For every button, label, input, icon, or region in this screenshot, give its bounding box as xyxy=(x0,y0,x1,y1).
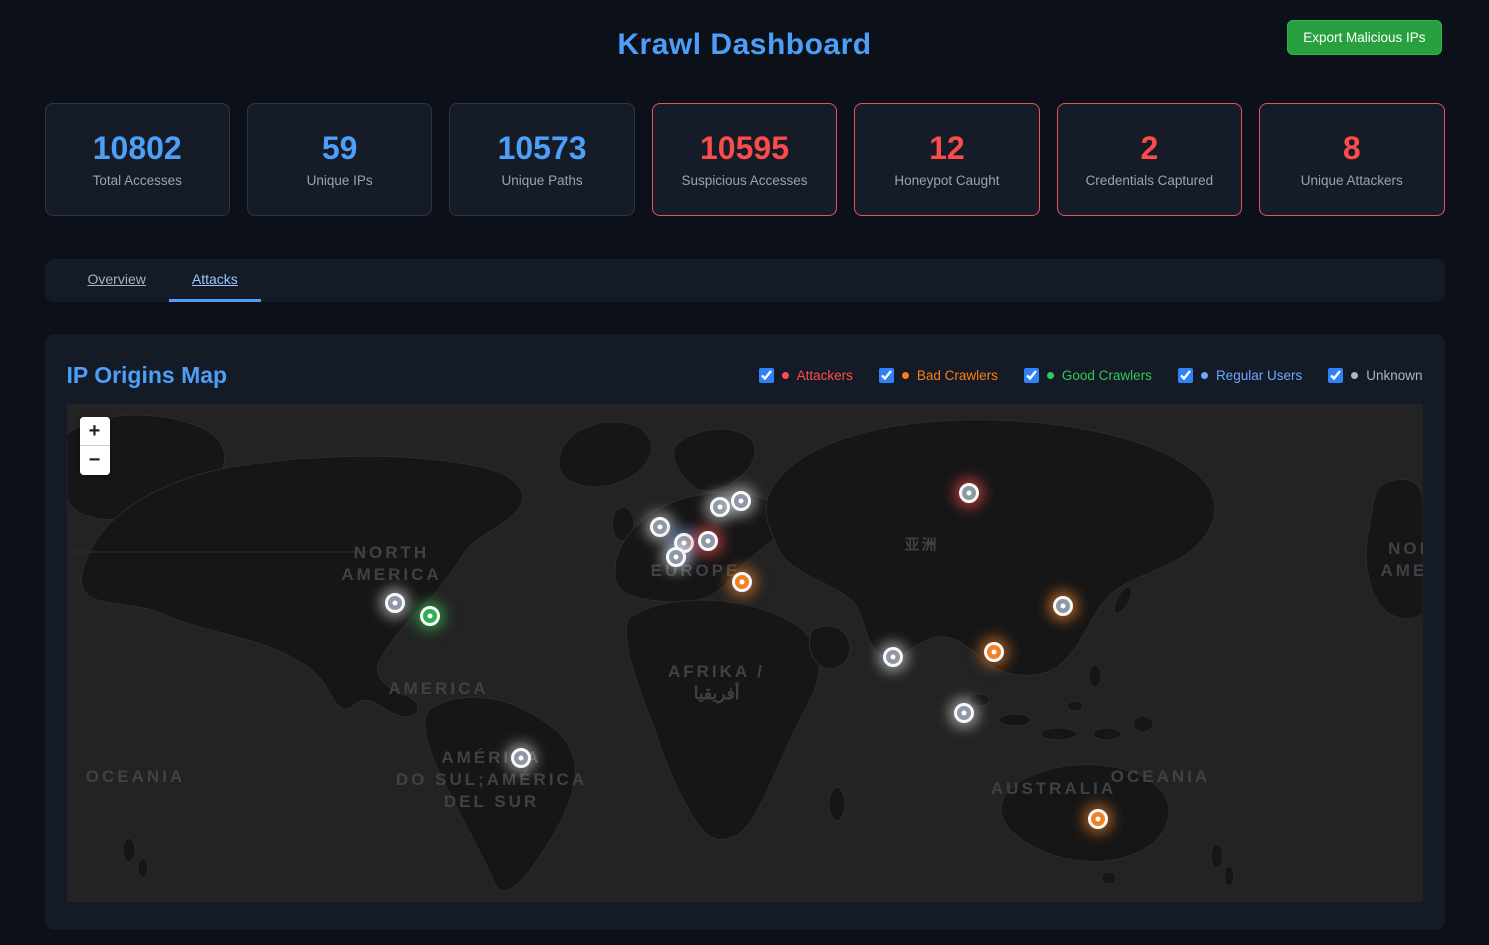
map-marker-bad-crawler[interactable] xyxy=(1087,809,1108,829)
map-section-title: IP Origins Map xyxy=(66,361,228,388)
stat-card-unique-ips: 59 Unique IPs xyxy=(246,103,433,216)
header: Krawl Dashboard Export Malicious IPs xyxy=(45,20,1445,103)
map-marker-unknown[interactable] xyxy=(730,491,751,511)
legend-dot-icon xyxy=(1046,371,1054,379)
legend-checkbox-bad-crawlers[interactable] xyxy=(878,367,894,383)
legend-label: Bad Crawlers xyxy=(916,367,998,383)
stat-value: 10573 xyxy=(497,129,587,166)
world-map[interactable]: NORTH AMERICA AMERICA EUROPE AFRIKA / أفريقيا… xyxy=(66,404,1423,902)
stat-card-credentials-captured: 2 Credentials Captured xyxy=(1056,103,1243,216)
stat-card-unique-paths: 10573 Unique Paths xyxy=(449,103,635,216)
stats-row: 10802 Total Accesses 59 Unique IPs 10573 Uniq… xyxy=(44,103,1445,216)
map-region-label: AMÉRICA DO SUL;AMÉRICA DEL SUR xyxy=(395,747,588,812)
map-marker-unknown[interactable] xyxy=(665,547,686,567)
legend-checkbox-unknown[interactable] xyxy=(1328,367,1344,383)
map-region-label: NORTH AMERICA xyxy=(341,542,442,584)
legend-item-bad-crawlers[interactable]: Bad Crawlers xyxy=(878,367,998,383)
stat-card-suspicious-accesses: 10595 Suspicious Accesses xyxy=(651,103,838,216)
map-marker-unknown[interactable] xyxy=(882,647,903,667)
page: Krawl Dashboard Export Malicious IPs 108… xyxy=(44,0,1445,930)
stat-value: 8 xyxy=(1342,129,1361,166)
stat-label: Unique Attackers xyxy=(1300,172,1403,188)
stat-card-unique-attackers: 8 Unique Attackers xyxy=(1259,103,1445,216)
map-marker-bad-crawler[interactable] xyxy=(983,642,1004,662)
map-region-label: NORAMER xyxy=(1380,538,1423,580)
page-title: Krawl Dashboard xyxy=(617,28,872,61)
stat-label: Honeypot Caught xyxy=(894,172,1000,188)
map-region-label: AFRIKA / أفريقيا xyxy=(667,661,766,703)
legend-checkbox-attackers[interactable] xyxy=(758,367,774,383)
stat-label: Total Accesses xyxy=(92,172,182,188)
map-marker-unknown[interactable] xyxy=(953,703,974,723)
export-malicious-ips-button[interactable]: Export Malicious IPs xyxy=(1287,20,1442,55)
map-marker-unknown[interactable] xyxy=(384,593,405,613)
map-marker-bad-crawler[interactable] xyxy=(731,572,752,592)
legend-dot-icon xyxy=(781,371,789,379)
stat-card-honeypot-caught: 12 Honeypot Caught xyxy=(854,103,1040,216)
map-region-label: OCEANIA xyxy=(1110,766,1211,786)
map-marker-unknown[interactable] xyxy=(649,517,670,537)
map-legend: Attackers Bad Crawlers Good Crawlers Regula… xyxy=(758,367,1423,383)
legend-label: Attackers xyxy=(796,367,853,383)
map-marker-unknown[interactable] xyxy=(709,497,730,517)
legend-dot-icon xyxy=(1351,371,1359,379)
legend-item-unknown[interactable]: Unknown xyxy=(1328,367,1423,383)
tab-overview[interactable]: Overview xyxy=(87,271,146,287)
legend-item-attackers[interactable]: Attackers xyxy=(758,367,853,383)
legend-label: Regular Users xyxy=(1215,367,1303,383)
ip-origins-map-panel: IP Origins Map Attackers Bad Crawlers Good… xyxy=(44,334,1445,930)
zoom-out-button[interactable]: − xyxy=(79,446,110,475)
stat-card-total-accesses: 10802 Total Accesses xyxy=(44,103,230,216)
map-marker-attacker[interactable] xyxy=(697,531,718,551)
legend-label: Good Crawlers xyxy=(1061,367,1152,383)
map-region-label: EUROPE xyxy=(650,560,741,580)
stat-value: 2 xyxy=(1140,129,1159,166)
map-region-label: AUSTRALIA xyxy=(990,778,1117,798)
map-region-label: 亚洲 xyxy=(904,536,939,554)
map-region-label: AMERICA xyxy=(388,678,489,698)
map-marker-unknown[interactable] xyxy=(510,748,531,768)
world-map-svg xyxy=(66,414,1423,892)
legend-checkbox-good-crawlers[interactable] xyxy=(1023,367,1039,383)
legend-checkbox-regular-users[interactable] xyxy=(1177,367,1193,383)
legend-item-good-crawlers[interactable]: Good Crawlers xyxy=(1023,367,1152,383)
map-zoom-control: + − xyxy=(79,417,110,475)
stat-label: Unique IPs xyxy=(306,172,373,188)
map-marker-good-crawler[interactable] xyxy=(419,606,440,626)
map-region-label: OCEANIA xyxy=(85,766,186,786)
map-panel-header: IP Origins Map Attackers Bad Crawlers Good… xyxy=(67,355,1423,395)
stat-value: 12 xyxy=(929,129,965,166)
stat-label: Credentials Captured xyxy=(1085,172,1214,188)
map-marker-attacker[interactable] xyxy=(958,483,979,503)
legend-dot-icon xyxy=(901,371,909,379)
stat-label: Unique Paths xyxy=(501,172,583,188)
stat-value: 10802 xyxy=(92,129,182,166)
stat-label: Suspicious Accesses xyxy=(681,172,808,188)
zoom-in-button[interactable]: + xyxy=(79,417,110,446)
legend-dot-icon xyxy=(1200,371,1208,379)
map-marker-bad-crawler[interactable] xyxy=(1052,596,1073,616)
tab-bar: Overview Attacks xyxy=(44,259,1445,302)
stat-value: 59 xyxy=(321,129,358,166)
legend-item-regular-users[interactable]: Regular Users xyxy=(1177,367,1303,383)
stat-value: 10595 xyxy=(700,129,789,166)
legend-label: Unknown xyxy=(1366,367,1423,383)
tab-attacks[interactable]: Attacks xyxy=(168,259,261,302)
